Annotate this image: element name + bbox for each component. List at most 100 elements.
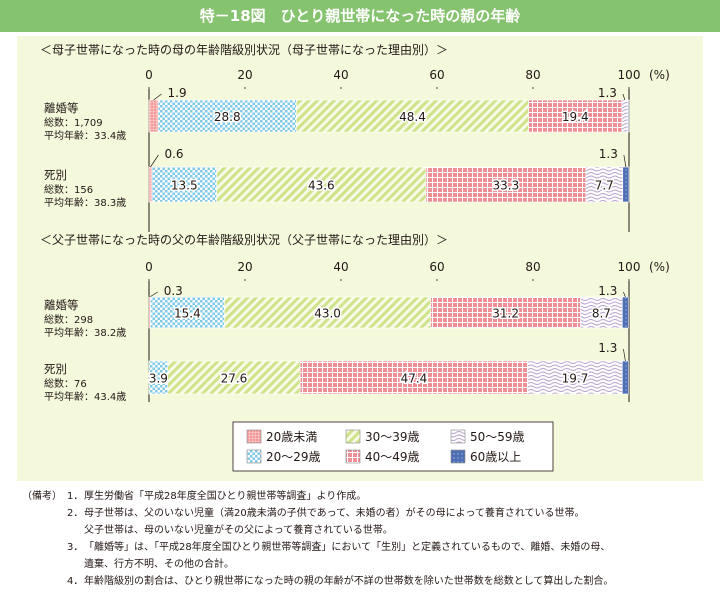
legend-label: 60歳以上: [470, 450, 521, 464]
callout-line: [623, 154, 627, 168]
bar-segment: [150, 296, 225, 329]
row-label: 離婚等: [44, 298, 79, 312]
bar-segment: [216, 166, 427, 203]
x-tick-label: 20: [237, 260, 252, 274]
panel-title: ＜父子世帯になった時の父の年齢階級別状況（父子世帯になった理由別）＞: [40, 232, 448, 247]
bar-segment: [224, 296, 432, 329]
row-total: 総数：1,709: [44, 116, 103, 129]
note-item: 2． 母子世帯は、父のいない児童（満20歳未満の子供であって、未婚の者）がその母…: [22, 505, 712, 522]
notes-head: （備考）: [22, 491, 62, 502]
legend-swatch: [345, 429, 361, 444]
bar-segment: [621, 296, 629, 329]
bar-segment: [621, 99, 629, 133]
note-text: 遺棄、行方不明、その他の合計。: [84, 559, 234, 570]
note-number: 3．: [67, 542, 84, 553]
callout-line: [153, 93, 162, 101]
x-tick-label: 100: [618, 68, 641, 82]
x-tick-label: 40: [333, 260, 348, 274]
bar-segment: [151, 166, 217, 203]
x-tick-label: 60: [429, 260, 444, 274]
note-item: 4． 年齢階級別の割合は、ひとり親世帯になった時の親の年齢が不詳の世帯数を除いた…: [22, 573, 712, 590]
callout-line: [623, 291, 626, 298]
note-text: 厚生労働省「平成28年度全国ひとり親世帯等調査」より作成。: [84, 491, 367, 502]
bar-segment: [299, 360, 529, 395]
row-total: 総数：76: [44, 377, 87, 390]
data-label: 47.4: [401, 372, 428, 386]
x-tick-label: 80: [525, 260, 540, 274]
note-item: 遺棄、行方不明、その他の合計。: [22, 556, 712, 573]
legend-swatch: [450, 429, 466, 444]
legend-label: 30～39歳: [365, 430, 420, 444]
row-label: 死別: [44, 168, 67, 182]
panel-title: ＜母子世帯になった時の母の年齢階級別状況（母子世帯になった理由別）＞: [40, 42, 448, 57]
x-axis-unit: (%): [649, 260, 670, 274]
legend-swatch: [246, 429, 262, 444]
data-label: 43.6: [308, 179, 335, 193]
legend-label: 50～59歳: [470, 430, 525, 444]
x-tick-label: 80: [525, 68, 540, 82]
bar-segment: [148, 166, 153, 203]
legend-label: 40～49歳: [365, 450, 420, 464]
x-tick-label: 40: [333, 68, 348, 82]
x-tick-label: 20: [237, 68, 252, 82]
data-label: 1.3: [598, 284, 617, 298]
note-text: 年齢階級別の割合は、ひとり親世帯になった時の親の年齢が不詳の世帯数を除いた世帯数…: [84, 576, 614, 587]
data-label: 7.7: [595, 179, 614, 193]
row-label: 死別: [44, 362, 67, 376]
x-tick-label: 0: [145, 260, 153, 274]
note-number: 1．: [67, 491, 84, 502]
data-label: 43.0: [314, 307, 341, 321]
legend-swatch: [345, 449, 361, 464]
legend-box: [232, 421, 554, 472]
bar-segment: [627, 99, 630, 133]
bar-segment: [528, 99, 623, 133]
note-item: （備考） 1． 厚生労働省「平成28年度全国ひとり親世帯等調査」より作成。: [22, 488, 712, 505]
row-average-age: 平均年齢：33.4歳: [44, 129, 126, 142]
data-label: 1.9: [168, 86, 187, 100]
row-total: 総数：298: [44, 313, 93, 326]
x-tick-label: 100: [618, 260, 641, 274]
note-item: 父子世帯は、母のいない児童がその父によって養育されている世帯。: [22, 522, 712, 539]
note-number: 4．: [67, 576, 84, 587]
data-label: 33.3: [493, 179, 520, 193]
bar-segment: [157, 99, 297, 133]
bar-segment: [296, 99, 529, 133]
bar-segment: [148, 99, 159, 133]
bar-segment: [580, 296, 623, 329]
callout-line: [150, 154, 159, 168]
x-tick-label: 0: [145, 68, 153, 82]
notes-block: （備考） 1． 厚生労働省「平成28年度全国ひとり親世帯等調査」より作成。 2．…: [22, 488, 712, 590]
data-label: 13.5: [171, 179, 198, 193]
note-number: 2．: [67, 508, 84, 519]
data-label: 19.4: [562, 110, 589, 124]
data-label: 15.4: [174, 307, 201, 321]
x-axis-unit: (%): [649, 68, 670, 82]
legend-label: 20歳未満: [266, 430, 317, 444]
bar-segment: [167, 360, 301, 395]
note-text: 父子世帯は、母のいない児童がその父によって養育されている世帯。: [84, 525, 393, 536]
data-label: 1.3: [599, 147, 618, 161]
row-total: 総数：156: [44, 183, 93, 196]
data-label: 0.6: [164, 147, 183, 161]
legend-swatch: [246, 449, 262, 464]
data-label: 48.4: [399, 110, 426, 124]
note-text: 「離婚等」は、「平成28年度全国ひとり親世帯等調査」において「生別」と定義されて…: [84, 542, 611, 553]
data-label: 28.8: [214, 110, 241, 124]
bar-segment: [622, 166, 630, 203]
data-label: 27.6: [221, 372, 248, 386]
legend-label: 20～29歳: [266, 450, 321, 464]
row-average-age: 平均年齢：43.4歳: [44, 390, 126, 403]
legend-swatch: [450, 449, 466, 464]
x-tick-label: 60: [429, 68, 444, 82]
data-label: 3.9: [149, 372, 168, 386]
row-average-age: 平均年齢：38.2歳: [44, 326, 126, 339]
callout-line: [149, 291, 158, 298]
bar-segment: [425, 166, 587, 203]
note-item: 3． 「離婚等」は、「平成28年度全国ひとり親世帯等調査」において「生別」と定義…: [22, 539, 712, 556]
data-label: 8.7: [592, 307, 611, 321]
row-label: 離婚等: [44, 101, 79, 115]
row-average-age: 平均年齢：38.3歳: [44, 196, 126, 209]
data-label: 1.3: [598, 341, 617, 355]
data-label: 31.2: [492, 307, 519, 321]
